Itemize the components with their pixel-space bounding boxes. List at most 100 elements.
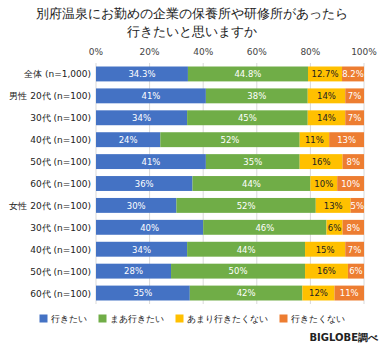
bar: [335, 286, 364, 301]
data-label: 16%: [312, 157, 331, 167]
bar: [96, 154, 206, 169]
data-label: 36%: [135, 179, 154, 189]
category-label: 60代 (n=100): [30, 179, 91, 189]
bar: [351, 198, 364, 213]
title: 別府温泉にお勤めの企業の保養所や研修所があったら行きたいと思いますか: [36, 6, 348, 39]
legend-swatch: [176, 315, 184, 323]
title-line: 別府温泉にお勤めの企業の保養所や研修所があったら: [36, 6, 348, 21]
bar: [96, 264, 171, 279]
data-label: 8.2%: [342, 69, 364, 79]
bar: [305, 264, 348, 279]
category-label: 40代 (n=100): [30, 245, 91, 255]
bar: [96, 88, 206, 103]
bar: [188, 67, 308, 82]
bar: [203, 220, 326, 235]
tick-label: 20%: [140, 47, 160, 57]
data-label: 45%: [238, 113, 257, 123]
data-label: 24%: [119, 135, 138, 145]
data-label: 8%: [347, 223, 361, 233]
data-label: 14%: [317, 91, 336, 101]
bar: [343, 220, 364, 235]
legend-label: 行きたくない: [291, 314, 345, 324]
data-label: 34.3%: [128, 69, 155, 79]
bar: [302, 286, 334, 301]
bar: [187, 242, 305, 257]
data-labels: 34.3% 44.8% 12.7% 8.2% 41% 38% 14% 7% 34% 45% 14% 7…: [119, 69, 364, 298]
category-label: 40代 (n=100): [30, 135, 91, 145]
bar: [96, 110, 187, 125]
data-label: 15%: [316, 245, 335, 255]
tick-label: 100%: [351, 47, 377, 57]
tick-label: 60%: [247, 47, 267, 57]
legend: 行きたいまあ行きたいあまり行きたくない行きたくない: [40, 314, 345, 324]
data-label: 10%: [314, 179, 333, 189]
bar: [337, 176, 364, 191]
data-label: 40%: [140, 223, 159, 233]
bar: [190, 286, 303, 301]
bar: [310, 176, 337, 191]
data-label: 38%: [247, 91, 266, 101]
data-label: 12%: [309, 288, 328, 298]
data-label: 52%: [221, 135, 240, 145]
bar: [206, 88, 308, 103]
data-label: 7%: [348, 113, 362, 123]
data-label: 46%: [255, 223, 274, 233]
title-line: 行きたいと思いますか: [127, 24, 257, 39]
data-label: 6%: [349, 266, 363, 276]
data-label: 34%: [132, 113, 151, 123]
data-label: 35%: [133, 288, 152, 298]
bar: [300, 154, 343, 169]
bar: [326, 220, 342, 235]
bar: [96, 176, 192, 191]
tick-label: 40%: [193, 47, 213, 57]
data-label: 41%: [141, 157, 160, 167]
data-label: 13%: [337, 135, 356, 145]
category-label: 50代 (n=100): [30, 267, 91, 277]
chart: 別府温泉にお勤めの企業の保養所や研修所があったら行きたいと思いますか 0% 20% 4…: [0, 0, 384, 347]
tick-label: 0%: [89, 47, 104, 57]
data-label: 34%: [132, 245, 151, 255]
data-label: 10%: [341, 179, 360, 189]
background: [0, 0, 384, 347]
bar: [96, 198, 176, 213]
data-label: 52%: [237, 201, 256, 211]
legend-swatch: [40, 315, 48, 323]
bar: [206, 154, 300, 169]
bar: [96, 220, 203, 235]
data-label: 35%: [243, 157, 262, 167]
bar: [308, 110, 346, 125]
bar: [308, 88, 346, 103]
data-label: 12.7%: [311, 69, 338, 79]
data-label: 44%: [242, 179, 261, 189]
bar: [96, 242, 187, 257]
bar: [329, 132, 364, 147]
data-label: 16%: [317, 266, 336, 276]
data-label: 5%: [351, 201, 365, 211]
bar: [342, 67, 364, 82]
data-label: 14%: [317, 113, 336, 123]
legend-swatch: [99, 315, 107, 323]
bar: [345, 110, 364, 125]
data-label: 7%: [348, 91, 362, 101]
data-label: 44%: [237, 245, 256, 255]
bar: [345, 242, 364, 257]
bar: [308, 67, 342, 82]
bar: [305, 242, 345, 257]
data-label: 42%: [237, 288, 256, 298]
data-label: 13%: [324, 201, 343, 211]
annotation: BIGLOBE調べ: [309, 332, 379, 343]
data-label: 6%: [328, 223, 342, 233]
data-label: 41%: [141, 91, 160, 101]
bar: [348, 264, 364, 279]
category-label: 30代 (n=100): [30, 223, 91, 233]
bar: [171, 264, 305, 279]
bar: [192, 176, 310, 191]
bar: [345, 88, 364, 103]
bar: [176, 198, 315, 213]
data-label: 11%: [340, 288, 359, 298]
category-label: 全体 (n=1,000): [24, 69, 91, 79]
data-label: 44.8%: [234, 69, 261, 79]
bars: [96, 67, 364, 301]
category-label: 男性 20代 (n=100): [9, 91, 91, 101]
data-label: 7%: [348, 245, 362, 255]
